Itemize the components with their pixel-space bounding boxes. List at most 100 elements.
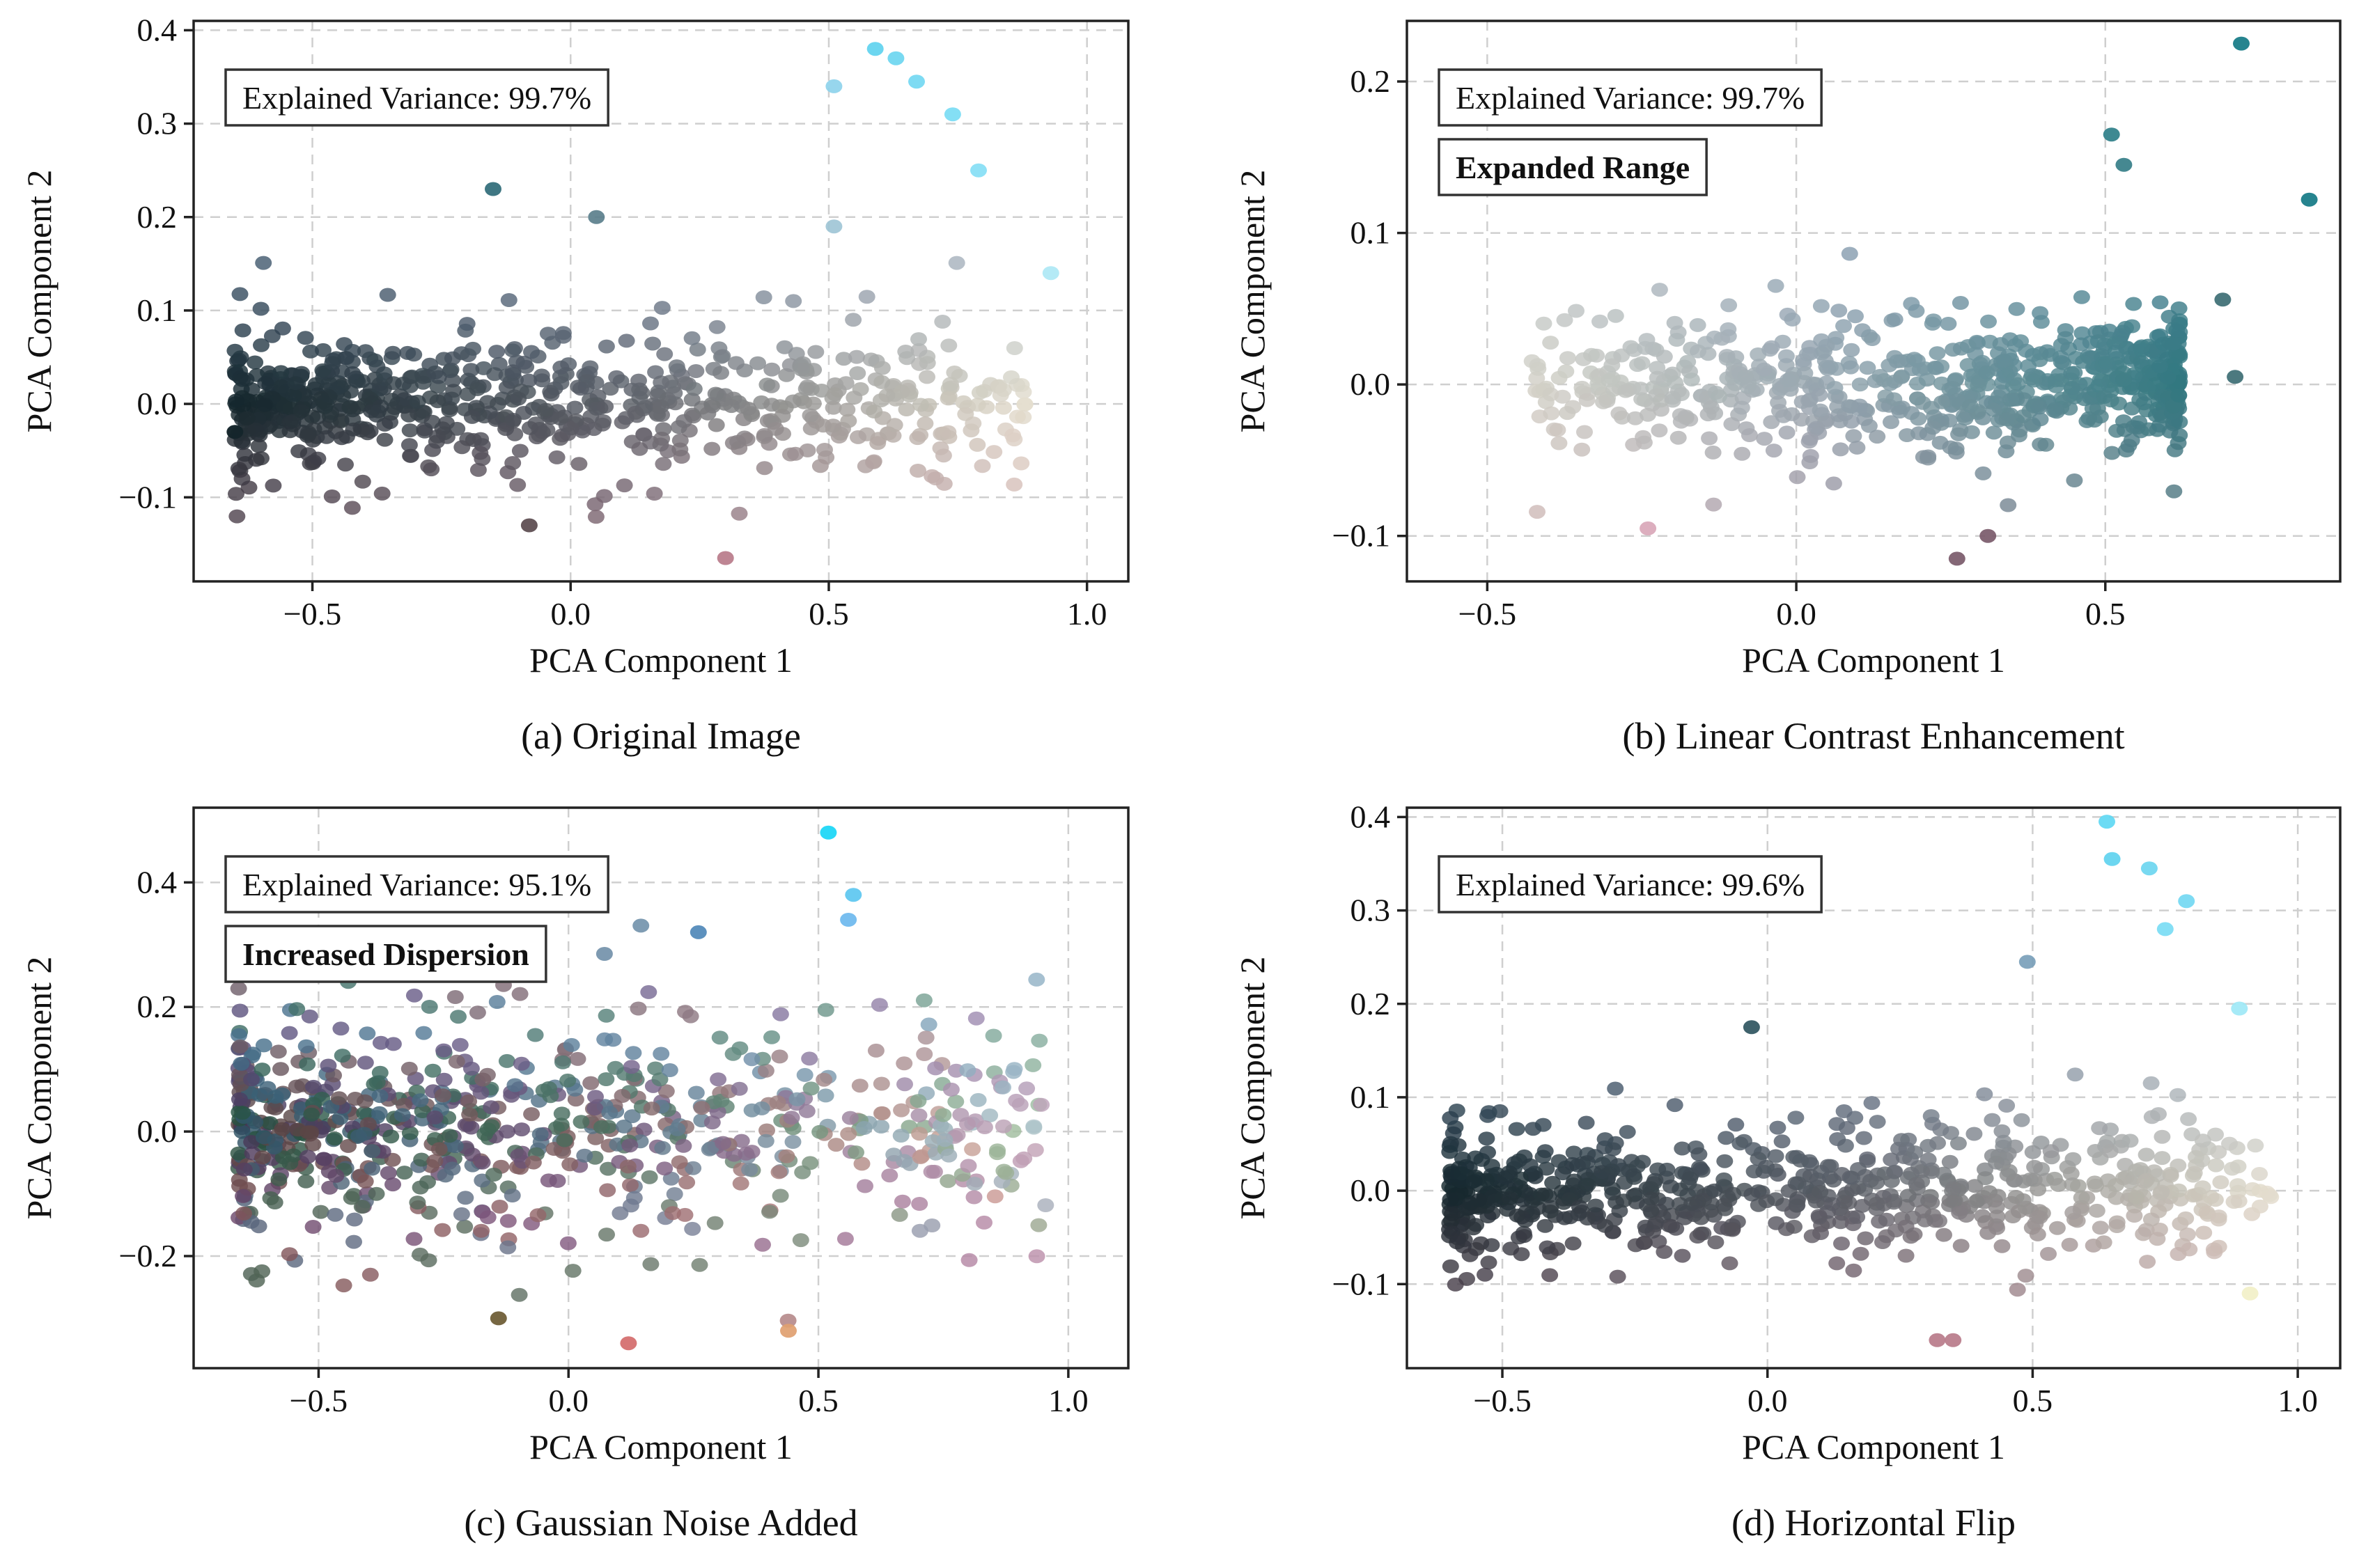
scatter-point [1745,1164,1763,1179]
scatter-point [538,423,556,437]
scatter-point [421,390,439,405]
x-tick-label: 0.0 [1776,596,1816,632]
scatter-point [234,323,251,338]
scatter-point-highlight [588,210,605,224]
scatter-point [330,1091,348,1106]
scatter-point [622,1178,639,1192]
x-tick-label: 0.5 [2013,1383,2053,1418]
scatter-point [1676,1211,1693,1225]
scatter-point [691,1257,708,1272]
scatter-point [400,438,418,453]
scatter-point [552,1118,570,1132]
scatter-point [338,351,355,366]
scatter-point [1689,317,1706,332]
scatter-point [2151,359,2168,374]
scatter-point [1936,1228,1952,1242]
scatter-point [456,1219,474,1234]
scatter-point [2168,323,2186,338]
scatter-point [315,343,332,357]
scatter-point [713,366,729,380]
scatter-point [399,345,416,360]
scatter-point [1908,1177,1925,1191]
scatter-point [257,376,274,391]
scatter-point [1037,1198,1054,1212]
scatter-point [2221,1136,2238,1151]
explained-variance-label: Explained Variance: 95.1% [242,867,591,902]
scatter-point [981,1108,999,1122]
scatter-point [1534,1118,1552,1132]
scatter-point [1603,1182,1621,1196]
scatter-point [839,402,856,417]
scatter-point [669,1122,686,1136]
scatter-point [2014,409,2032,423]
scatter-point [2048,1221,2066,1235]
scatter-point-highlight [970,163,987,178]
scatter-point [731,1041,749,1056]
scatter-point [840,1127,857,1141]
scatter-point [1536,1218,1554,1233]
scatter-point [505,413,522,427]
scatter-point [364,1144,381,1159]
scatter-point [1750,1198,1767,1212]
scatter-point [401,1126,419,1140]
scatter-point [1741,428,1758,442]
scatter-point [1988,1155,2005,1170]
scatter-point [270,1172,288,1186]
scatter-point [357,344,374,359]
scatter-point [1615,1193,1633,1208]
scatter-point [573,1115,590,1129]
scatter-point [290,444,308,458]
scatter-point [910,464,926,478]
scatter-point [995,1119,1012,1134]
scatter-point [2037,437,2055,452]
scatter-point [409,394,426,409]
scatter-point [1838,1121,1855,1135]
scatter-point [1006,341,1023,355]
scatter-point [671,442,689,457]
y-tick-label: 0.3 [1350,893,1391,928]
y-tick-label: 0.2 [137,199,178,235]
scatter-point [1777,349,1795,363]
plot-frame [1406,806,2342,1370]
scatter-point [1825,476,1842,491]
scatter-point [288,1002,306,1017]
scatter-point-highlight [2018,955,2036,969]
scatter-point [334,1049,351,1063]
scatter-point [703,441,721,456]
scatter-point [1812,299,1830,313]
scatter-point [632,1223,650,1238]
scatter-point [757,1063,774,1078]
scatter-point [1715,1172,1733,1186]
x-axis-label: PCA Component 1 [1742,641,2005,680]
scatter-point [2120,439,2138,453]
scatter-point [423,414,441,429]
scatter-point [2212,1175,2229,1189]
scatter-point [1924,316,1941,331]
scatter-point [749,356,766,370]
scatter-point [523,1107,540,1122]
scatter-point [361,1267,379,1282]
scatter-point [796,1067,813,1082]
scatter-point-highlight [2178,894,2195,909]
y-tick-label: 0.1 [137,292,178,328]
scatter-point [997,1166,1015,1180]
scatter-point [272,1062,289,1076]
scatter-point [1941,1154,1959,1169]
scatter-point [2066,1067,2084,1082]
scatter-point [1031,1033,1048,1048]
scatter-point [1579,1177,1596,1192]
scatter-point [2073,290,2090,304]
scatter-point [2012,334,2030,349]
scatter-point-highlight [2227,370,2244,384]
scatter-point [2142,1076,2160,1090]
scatter-point [758,377,776,392]
scatter-point [1542,387,1559,402]
scatter-point [270,1044,287,1059]
scatter-point [894,1194,911,1209]
scatter-point [1975,466,1992,480]
scatter-point [792,1233,809,1248]
scatter-point [556,1133,573,1147]
scatter-point [1004,428,1022,443]
scatter-point [1899,1189,1917,1203]
scatter-point [2090,378,2108,393]
